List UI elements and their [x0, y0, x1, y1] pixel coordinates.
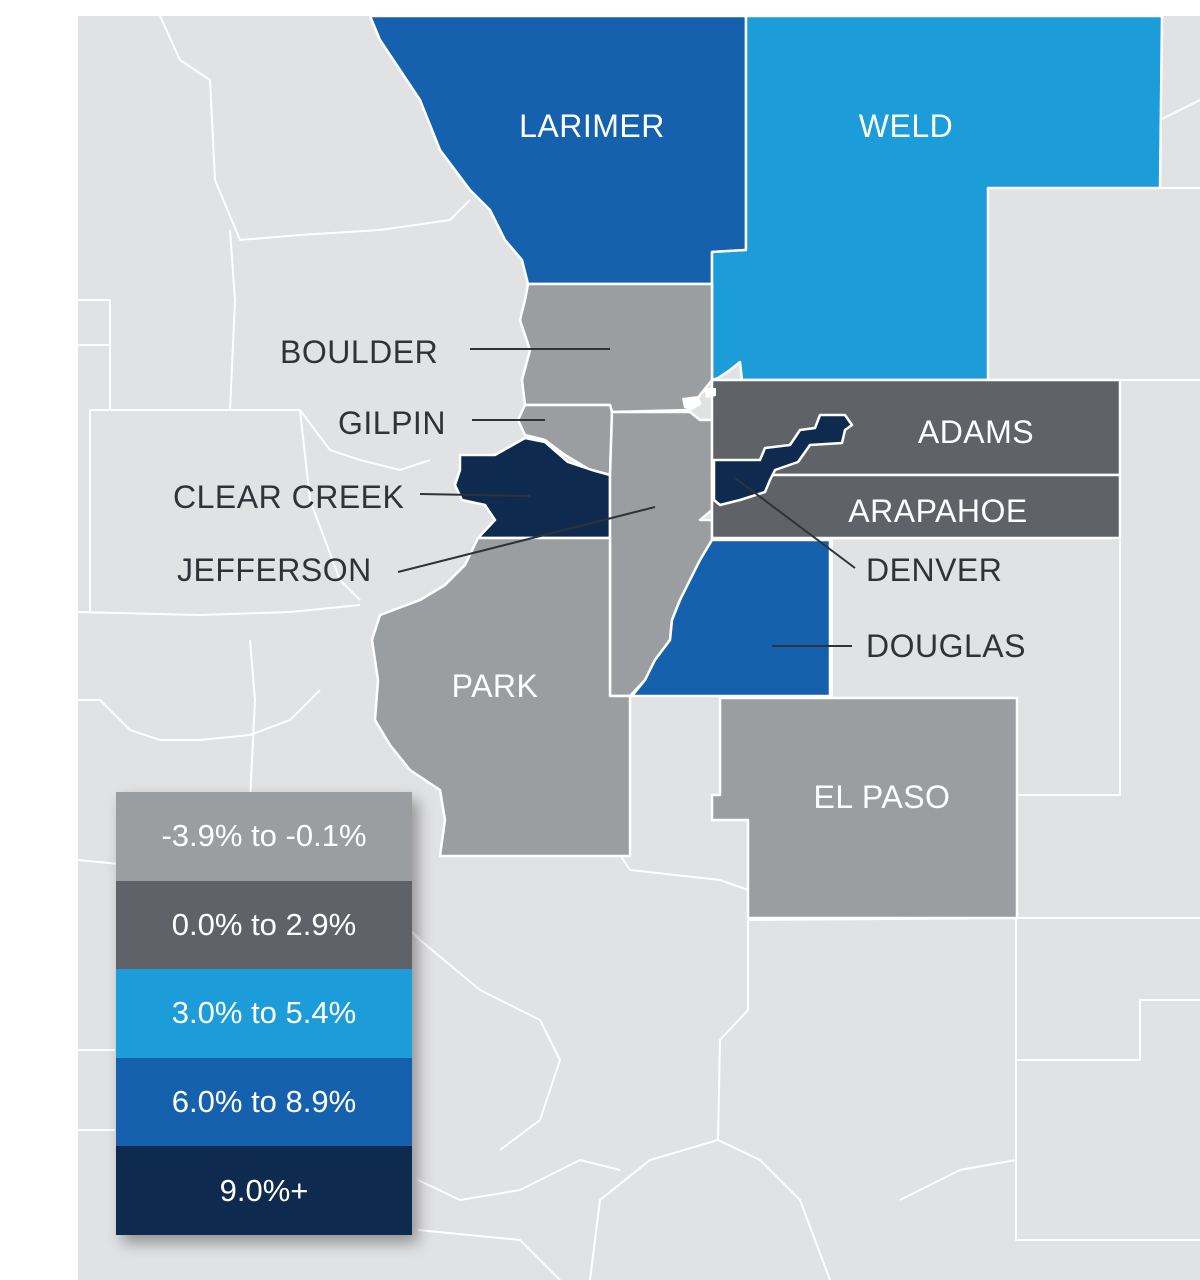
label-park: PARK	[452, 668, 539, 704]
county-arapahoe	[710, 473, 1122, 540]
legend-label: 6.0% to 8.9%	[171, 1084, 357, 1120]
label-denver: DENVER	[866, 552, 1002, 588]
leader-lines	[397, 348, 856, 647]
legend-label: 9.0%+	[219, 1172, 309, 1208]
legend-label: -3.9% to -0.1%	[161, 818, 367, 854]
county-boundary-detail	[682, 388, 716, 410]
label-boulder: BOULDER	[280, 334, 438, 370]
leader-denver	[734, 477, 856, 569]
county-el-paso	[710, 696, 1019, 920]
label-adams: ADAMS	[918, 414, 1034, 450]
label-weld: WELD	[859, 108, 953, 144]
county-weld	[710, 14, 1164, 382]
county-douglas	[630, 538, 832, 698]
county-gilpin	[516, 403, 614, 477]
label-larimer: LARIMER	[519, 108, 665, 144]
leader-clear-creek	[419, 493, 531, 497]
legend-item-low: 0.0% to 2.9%	[116, 880, 412, 970]
map-legend: -3.9% to -0.1% 0.0% to 2.9% 3.0% to 5.4%…	[116, 792, 412, 1235]
legend-item-high: 6.0% to 8.9%	[116, 1057, 412, 1147]
legend-label: 3.0% to 5.4%	[171, 995, 357, 1031]
label-clear-creek: CLEAR CREEK	[173, 479, 404, 515]
county-park	[370, 536, 632, 858]
label-arapahoe: ARAPAHOE	[848, 493, 1027, 529]
legend-item-top: 9.0%+	[116, 1146, 412, 1235]
label-douglas: DOUGLAS	[866, 628, 1026, 664]
legend-item-neg: -3.9% to -0.1%	[116, 792, 412, 881]
legend-label: 0.0% to 2.9%	[171, 906, 357, 942]
label-gilpin: GILPIN	[338, 405, 446, 441]
legend-item-mid: 3.0% to 5.4%	[116, 969, 412, 1058]
county-denver	[712, 413, 854, 507]
label-jefferson: JEFFERSON	[177, 552, 372, 588]
leader-jefferson	[397, 506, 656, 573]
label-el-paso: EL PASO	[814, 779, 951, 815]
